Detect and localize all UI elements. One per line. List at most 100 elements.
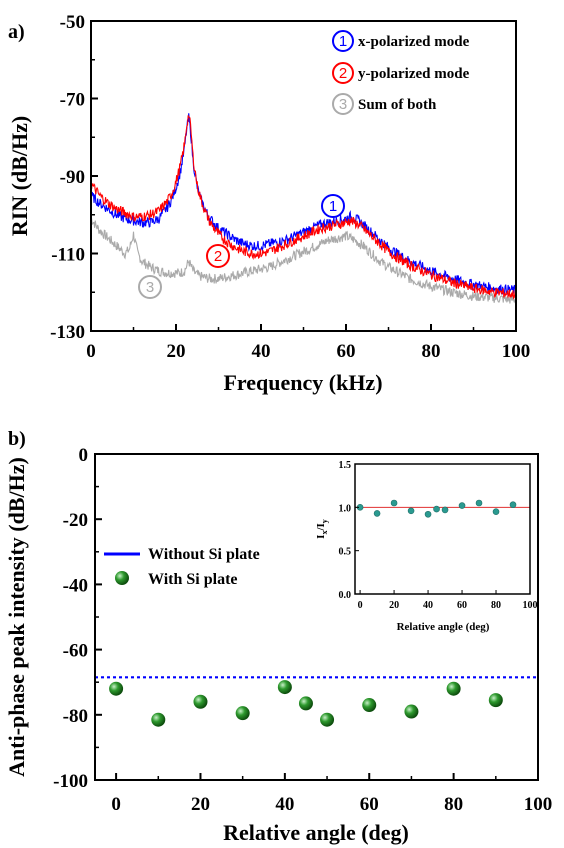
panel-a: a) 0 20 40 60 80 100 -130 -110 -90 -70 -50 Frequen… — [7, 12, 530, 395]
inset-y-title-i1: I — [315, 535, 327, 539]
with-si-point — [362, 698, 377, 713]
inset-plot-area — [355, 499, 530, 518]
legend-item-x-polarized: 1 x-polarized mode — [332, 30, 470, 52]
with-si-point — [193, 694, 208, 709]
a-x-tick-label: 40 — [252, 341, 271, 362]
b-x-tick-label: 100 — [524, 794, 553, 815]
legend-marker-1 — [332, 30, 354, 52]
with-si-point — [488, 693, 503, 708]
b-x-tick-label: 60 — [360, 794, 379, 815]
inset-y-title-mid: /I — [315, 523, 327, 531]
inset-point — [373, 510, 381, 517]
with-si-point — [320, 712, 335, 727]
series-line-sum-of-both — [90, 218, 517, 304]
inset-y-tick-label: 1.5 — [339, 460, 352, 471]
with-si-point — [151, 712, 166, 727]
legend-item-y-polarized: 2 y-polarized mode — [332, 62, 470, 84]
curve-marker-2-circle — [206, 244, 230, 268]
a-y-tick-label: -130 — [50, 322, 85, 343]
legend-marker-1-number: 1 — [339, 33, 347, 50]
with-si-point — [404, 704, 419, 719]
curve-marker-3: 3 — [138, 275, 162, 299]
inset-y-tick-label: 0.0 — [339, 590, 352, 601]
curve-marker-1-circle — [321, 194, 345, 218]
inset-y-title-sub1: x — [320, 531, 329, 535]
a-x-tick-label: 0 — [86, 341, 96, 362]
inset-point — [390, 499, 398, 507]
series-line-x-polarized-mode — [90, 113, 517, 295]
with-si-point — [277, 680, 292, 695]
inset-chart: 0 20 40 60 80 100 0.0 0.5 1.0 1.5 Relative angle … — [315, 460, 538, 633]
panel-b-plot-area — [95, 676, 538, 727]
inset-point — [458, 502, 466, 509]
panel-b: b) 0 20 40 60 80 100 -100 -80 -60 -40 -20 0 Relativ… — [4, 428, 552, 845]
panel-b-legend: Without Si plate With Si plate — [104, 546, 260, 588]
inset-point — [492, 508, 500, 515]
b-x-tick-label: 20 — [191, 794, 210, 815]
curve-marker-1: 1 — [321, 194, 345, 218]
with-si-point — [235, 706, 250, 721]
inset-x-tick-label: 20 — [389, 600, 399, 611]
with-si-point — [446, 681, 461, 696]
panel-b-x-axis-title: Relative angle (deg) — [223, 820, 409, 845]
inset-point — [407, 507, 415, 515]
inset-point — [433, 505, 440, 513]
a-y-tick-label: -110 — [51, 245, 85, 266]
b-y-tick-label: 0 — [79, 445, 89, 466]
legend-marker-with-si — [115, 571, 129, 585]
legend-marker-2 — [332, 62, 354, 84]
legend-item-with-si: With Si plate — [115, 571, 238, 588]
inset-x-tick-label: 0 — [358, 600, 363, 611]
panel-a-label: a) — [8, 21, 25, 43]
a-x-tick-label: 100 — [502, 341, 531, 362]
inset-y-title-sub2: y — [320, 519, 329, 523]
with-si-point — [298, 696, 313, 711]
panel-a-plot-area — [90, 113, 517, 304]
legend-label-y-polarized: y-polarized mode — [358, 66, 470, 82]
curve-marker-2: 2 — [206, 244, 230, 268]
curve-marker-3-circle — [138, 275, 162, 299]
legend-label-x-polarized: x-polarized mode — [358, 34, 470, 50]
inset-point — [509, 501, 517, 509]
inset-point — [475, 499, 483, 507]
inset-x-tick-label: 80 — [491, 600, 501, 611]
curve-marker-1-number: 1 — [329, 198, 337, 215]
a-x-tick-label: 80 — [422, 341, 441, 362]
legend-marker-3-number: 3 — [339, 96, 347, 113]
b-x-tick-label: 80 — [444, 794, 463, 815]
legend-label-sum: Sum of both — [358, 97, 437, 113]
panel-a-x-axis-title: Frequency (kHz) — [223, 370, 382, 395]
legend-label-with-si: With Si plate — [148, 571, 238, 588]
b-y-tick-label: -80 — [63, 706, 88, 727]
curve-marker-3-number: 3 — [146, 279, 154, 296]
inset-point — [424, 510, 432, 518]
inset-x-tick-label: 40 — [423, 600, 433, 611]
inset-y-axis-title: Ix/Iy — [315, 519, 329, 539]
inset-x-axis-title: Relative angle (deg) — [397, 621, 490, 633]
b-y-tick-label: -20 — [63, 510, 88, 531]
b-y-tick-label: -60 — [63, 641, 88, 662]
b-y-tick-label: -40 — [63, 575, 88, 596]
b-x-tick-label: 40 — [275, 794, 294, 815]
a-y-tick-label: -70 — [60, 90, 85, 111]
inset-y-tick-label: 1.0 — [339, 503, 352, 514]
a-y-tick-label: -90 — [60, 167, 85, 188]
panel-a-ticks: 0 20 40 60 80 100 -130 -110 -90 -70 -50 — [50, 12, 530, 362]
legend-marker-3 — [332, 93, 354, 115]
panel-a-y-axis-title: RIN (dB/Hz) — [7, 116, 32, 236]
inset-frame — [354, 463, 531, 595]
inset-x-tick-label: 100 — [523, 600, 538, 611]
panel-b-y-axis-title: Anti-phase peak intensity (dB/Hz) — [4, 457, 29, 777]
legend-label-without-si: Without Si plate — [148, 546, 260, 563]
panel-b-label: b) — [8, 428, 26, 450]
inset-y-tick-label: 0.5 — [339, 547, 352, 558]
legend-item-sum: 3 Sum of both — [332, 93, 437, 115]
legend-item-without-si: Without Si plate — [104, 546, 260, 563]
a-y-tick-label: -50 — [60, 12, 85, 33]
legend-marker-2-number: 2 — [339, 65, 347, 82]
inset-x-tick-label: 60 — [457, 600, 467, 611]
a-x-tick-label: 20 — [167, 341, 186, 362]
series-line-y-polarized-mode — [90, 115, 517, 300]
inset-ticks: 0 20 40 60 80 100 0.0 0.5 1.0 1.5 — [339, 460, 538, 611]
